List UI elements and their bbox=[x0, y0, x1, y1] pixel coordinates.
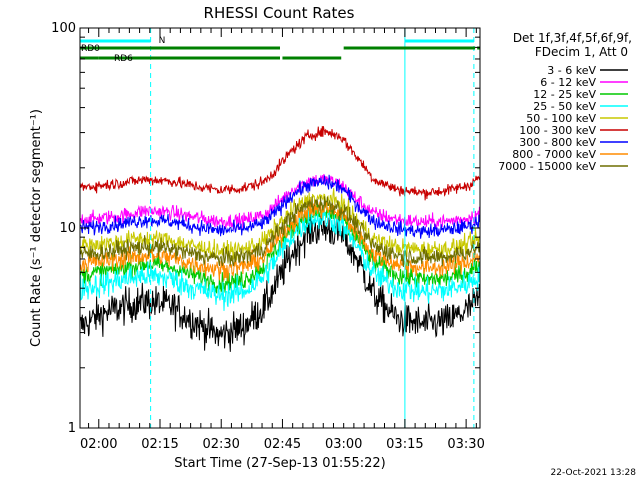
x-tick-label: 02:00 bbox=[80, 437, 117, 452]
x-tick-label: 03:00 bbox=[325, 437, 362, 452]
x-ticks: 02:00 02:15 02:30 02:45 03:00 03:15 03:30 bbox=[80, 28, 485, 452]
series-line-1 bbox=[79, 173, 481, 230]
state-label-rd6: RD6 bbox=[114, 54, 133, 64]
x-axis-label: Start Time (27-Sep-13 01:55:22) bbox=[174, 456, 385, 471]
series-line-3 bbox=[79, 204, 481, 311]
state-label-rd0: RD0 bbox=[81, 44, 100, 54]
series-line-0 bbox=[79, 208, 481, 352]
y-tick-label: 100 bbox=[51, 21, 76, 36]
legend-entry-label: 50 - 100 keV bbox=[526, 112, 596, 125]
legend: Det 1f,3f,4f,5f,6f,9f, FDecim 1, Att 0 3… bbox=[498, 31, 632, 173]
series-layer bbox=[79, 126, 481, 352]
series-line-4 bbox=[79, 188, 481, 264]
series-line-7 bbox=[79, 199, 481, 282]
series-line-8 bbox=[79, 196, 481, 268]
legend-header-line-1: Det 1f,3f,4f,5f,6f,9f, bbox=[513, 31, 632, 45]
series-line-6 bbox=[79, 174, 481, 239]
legend-entry-label: 3 - 6 keV bbox=[547, 64, 596, 77]
legend-entry-label: 100 - 300 keV bbox=[519, 124, 596, 137]
y-axis-label: Count Rate (s⁻¹ detector segment⁻¹) bbox=[29, 109, 44, 347]
x-tick-label: 03:15 bbox=[386, 437, 423, 452]
timestamp: 22-Oct-2021 13:28 bbox=[551, 468, 637, 478]
chart-title: RHESSI Count Rates bbox=[204, 4, 355, 22]
x-tick-label: 02:30 bbox=[202, 437, 239, 452]
y-ticks: 1 10 100 bbox=[51, 21, 480, 436]
series-line-5 bbox=[79, 126, 481, 201]
y-tick-label: 1 bbox=[68, 421, 76, 436]
legend-entry-label: 300 - 800 keV bbox=[519, 136, 596, 149]
x-tick-label: 02:15 bbox=[141, 437, 178, 452]
x-tick-label: 03:30 bbox=[447, 437, 484, 452]
legend-entry-label: 25 - 50 keV bbox=[533, 100, 596, 113]
legend-entry-label: 800 - 7000 keV bbox=[512, 148, 596, 161]
legend-entry-label: 12 - 25 keV bbox=[533, 88, 596, 101]
y-tick-label: 10 bbox=[59, 221, 76, 236]
x-tick-label: 02:45 bbox=[264, 437, 301, 452]
legend-header-line-2: FDecim 1, Att 0 bbox=[535, 45, 628, 59]
night-label: N bbox=[159, 36, 166, 46]
overlay-layer: N RD0 RD6 bbox=[79, 28, 480, 428]
legend-entry-label: 7000 - 15000 keV bbox=[498, 160, 596, 173]
legend-entry-label: 6 - 12 keV bbox=[540, 76, 596, 89]
